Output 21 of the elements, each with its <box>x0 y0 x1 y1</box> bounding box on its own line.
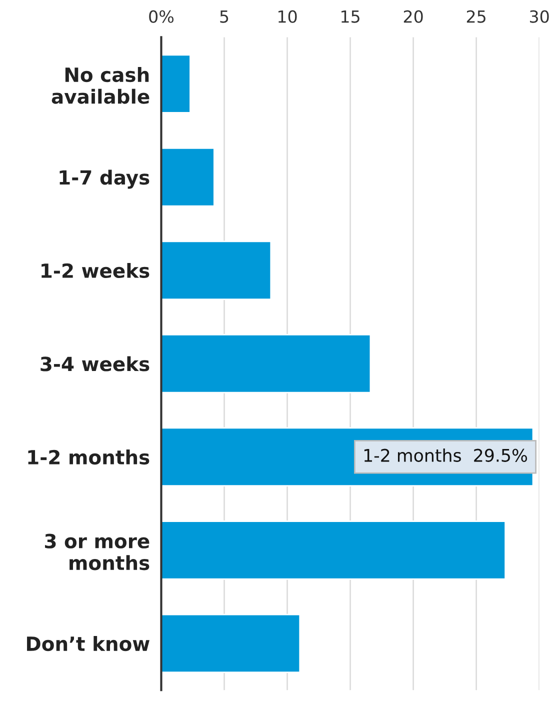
y-tick-label: 1-2 weeks <box>42 262 150 278</box>
y-tick-label: 1-2 months <box>28 450 150 465</box>
x-tick-label: 30 <box>530 10 549 23</box>
y-tick-label: No cash available <box>52 67 150 104</box>
x-tick-label: 25 <box>466 10 486 23</box>
x-tick-label: 5 <box>220 10 228 23</box>
x-tick-label: 15 <box>342 10 360 23</box>
bar <box>161 334 372 394</box>
bar <box>161 520 506 580</box>
bar <box>161 54 191 114</box>
bar <box>161 147 215 207</box>
y-tick-label: 1-7 days <box>60 170 150 189</box>
bar <box>161 614 301 674</box>
y-tick-label: 3-4 weeks <box>40 356 150 372</box>
annotation: 1-2 months 29.5% <box>364 448 528 462</box>
x-tick-label: 10 <box>278 10 297 23</box>
bar <box>161 240 272 300</box>
y-tick-label: Don’t know <box>27 636 150 652</box>
y-tick-label: 3 or more months <box>45 534 150 570</box>
x-tick-label: 0% <box>149 10 174 23</box>
x-tick-label: 20 <box>404 10 423 23</box>
